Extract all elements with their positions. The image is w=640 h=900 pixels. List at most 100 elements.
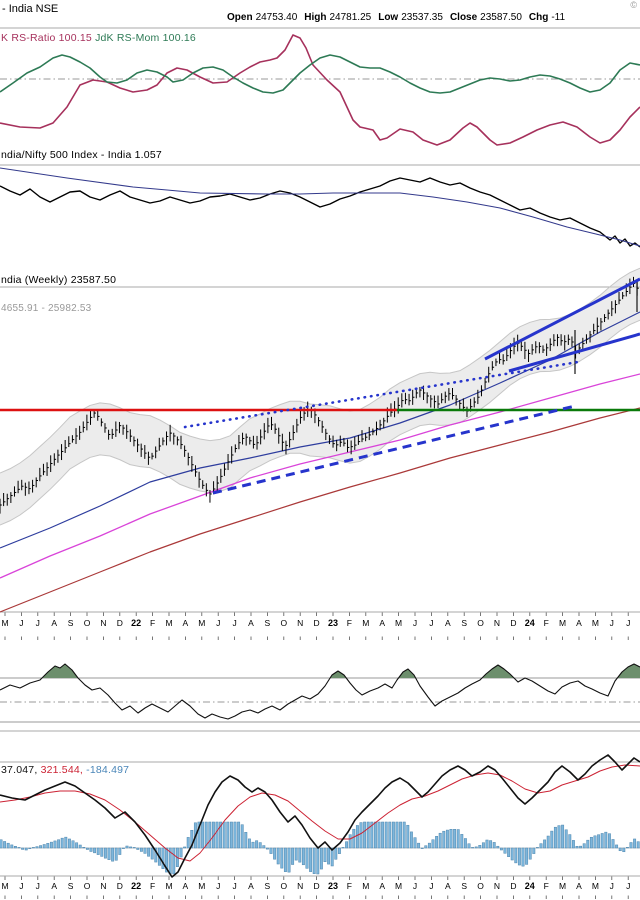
price-band-range: 4655.91 - 25982.53 bbox=[1, 303, 92, 314]
mid-axis-label: J bbox=[216, 618, 221, 628]
mid-axis-label: A bbox=[444, 618, 451, 628]
mid-axis-label: J bbox=[626, 618, 631, 628]
bottom-axis-label: F bbox=[346, 881, 352, 891]
panel-separators bbox=[0, 27, 640, 877]
ratio-panel-label: ndia/Nifty 500 Index - India 1.057 bbox=[1, 149, 162, 161]
bottom-axis-label: M bbox=[165, 881, 173, 891]
bottom-axis-label: A bbox=[576, 881, 582, 891]
ohlc-summary: Open 24753.40 High 24781.25 Low 23537.35 Close… bbox=[227, 12, 565, 23]
mid-axis-label: N bbox=[493, 618, 501, 628]
rs-ratio-label: K RS-Ratio 100.15 bbox=[1, 32, 92, 44]
macd-hist-value: -184.497 bbox=[86, 764, 130, 776]
mid-axis-label: 23 bbox=[327, 618, 339, 628]
mid-axis-label: A bbox=[248, 618, 254, 628]
mid-axis-label: A bbox=[182, 618, 189, 628]
high-value: 24781.25 bbox=[329, 12, 372, 23]
high-label: High bbox=[304, 12, 327, 23]
bottom-axis-label: D bbox=[313, 881, 320, 891]
rrg-panel-label: K RS-Ratio 100.15 JdK RS-Mom 100.16 bbox=[1, 32, 196, 44]
bottom-axis-label: O bbox=[83, 881, 91, 891]
bottom-axis-label: J bbox=[429, 881, 434, 891]
bottom-axis-label: S bbox=[461, 881, 468, 891]
mid-axis-label: J bbox=[35, 618, 40, 628]
bottom-axis-label: N bbox=[100, 881, 107, 891]
bottom-axis-label: O bbox=[477, 881, 484, 891]
chg-value: -11 bbox=[551, 12, 566, 23]
mid-axis-label: A bbox=[51, 618, 58, 628]
bottom-axis-label: J bbox=[35, 881, 40, 891]
bottom-axis-label: M bbox=[362, 881, 370, 891]
mid-axis-label: D bbox=[313, 618, 320, 628]
mid-axis-label: S bbox=[67, 618, 74, 628]
mid-axis-label: F bbox=[543, 618, 549, 628]
bottom-axis-label: A bbox=[182, 881, 189, 891]
panel-ratio bbox=[0, 167, 640, 248]
mid-axis-label: J bbox=[19, 618, 24, 628]
bottom-axis-label: 22 bbox=[131, 881, 142, 891]
panel-macd-lines bbox=[0, 754, 640, 878]
bottom-axis-label: A bbox=[379, 881, 386, 891]
bottom-axis-label: 24 bbox=[524, 881, 535, 891]
copyright-icon: © bbox=[630, 0, 637, 10]
bottom-axis-label: S bbox=[264, 881, 271, 891]
mid-axis-label: J bbox=[412, 618, 418, 628]
bottom-axis-label: M bbox=[559, 881, 567, 891]
bottom-axis-label: A bbox=[444, 881, 451, 891]
mid-axis-label: J bbox=[429, 618, 434, 628]
mid-axis-label: M bbox=[198, 618, 206, 628]
bottom-axis-label: S bbox=[67, 881, 74, 891]
axis-ticks bbox=[4, 612, 629, 899]
chg-label: Chg bbox=[528, 12, 549, 23]
open-value: 24753.40 bbox=[255, 12, 298, 23]
mid-axis-label: O bbox=[477, 618, 484, 628]
bottom-axis-label: M bbox=[198, 881, 206, 891]
bottom-axis-label: N bbox=[297, 881, 304, 891]
panel-oscillator bbox=[0, 663, 640, 723]
bottom-axis-label: J bbox=[609, 881, 614, 891]
bottom-axis-label: N bbox=[493, 881, 501, 891]
panel-price-trendlines bbox=[183, 277, 640, 495]
bottom-axis-label: O bbox=[280, 881, 288, 891]
mid-axis-label: A bbox=[379, 618, 386, 628]
mid-axis-label: 22 bbox=[131, 618, 142, 628]
bottom-axis-label: F bbox=[149, 881, 156, 891]
open-label: Open bbox=[227, 12, 253, 23]
mid-axis-label: S bbox=[264, 618, 271, 628]
mid-axis-label: J bbox=[232, 618, 237, 628]
bottom-axis-label: J bbox=[626, 881, 631, 891]
panel-price-mas bbox=[0, 311, 640, 613]
mid-axis-label: F bbox=[346, 618, 352, 628]
price-panel-label: ndia (Weekly) 23587.50 bbox=[1, 274, 117, 286]
mid-axis-label: M bbox=[559, 618, 567, 628]
bottom-axis-label: M bbox=[1, 881, 9, 891]
mid-axis-label: F bbox=[149, 618, 156, 628]
low-value: 23537.35 bbox=[401, 12, 443, 23]
macd-panel-label: 37.047, 321.544, -184.497 bbox=[1, 764, 129, 776]
close-value: 23587.50 bbox=[480, 12, 522, 23]
mid-axis-label: M bbox=[591, 618, 599, 628]
mid-axis-label: N bbox=[297, 618, 304, 628]
macd-signal-value: 321.544, bbox=[40, 764, 87, 776]
bottom-axis-label: 23 bbox=[327, 881, 339, 891]
mid-axis-label: S bbox=[461, 618, 468, 628]
close-label: Close bbox=[449, 12, 478, 23]
low-label: Low bbox=[378, 12, 399, 23]
macd-value: 37.047, bbox=[1, 764, 41, 776]
bottom-axis-label: D bbox=[510, 881, 517, 891]
symbol-title: - India NSE bbox=[2, 3, 59, 15]
panel-rrg bbox=[0, 34, 640, 146]
mid-axis-label: N bbox=[100, 618, 107, 628]
panel-price-bars bbox=[0, 276, 639, 514]
mid-axis-label: 24 bbox=[524, 618, 535, 628]
mid-axis-label: M bbox=[1, 618, 9, 628]
mid-axis-label: D bbox=[116, 618, 123, 628]
mid-axis-label: O bbox=[83, 618, 91, 628]
bottom-axis-label: A bbox=[51, 881, 58, 891]
mid-axis-label: M bbox=[165, 618, 173, 628]
bottom-axis-label: M bbox=[591, 881, 599, 891]
bottom-axis-label: M bbox=[395, 881, 403, 891]
rs-mom-label: JdK RS-Mom 100.16 bbox=[91, 32, 196, 44]
bottom-axis-label: J bbox=[216, 881, 221, 891]
